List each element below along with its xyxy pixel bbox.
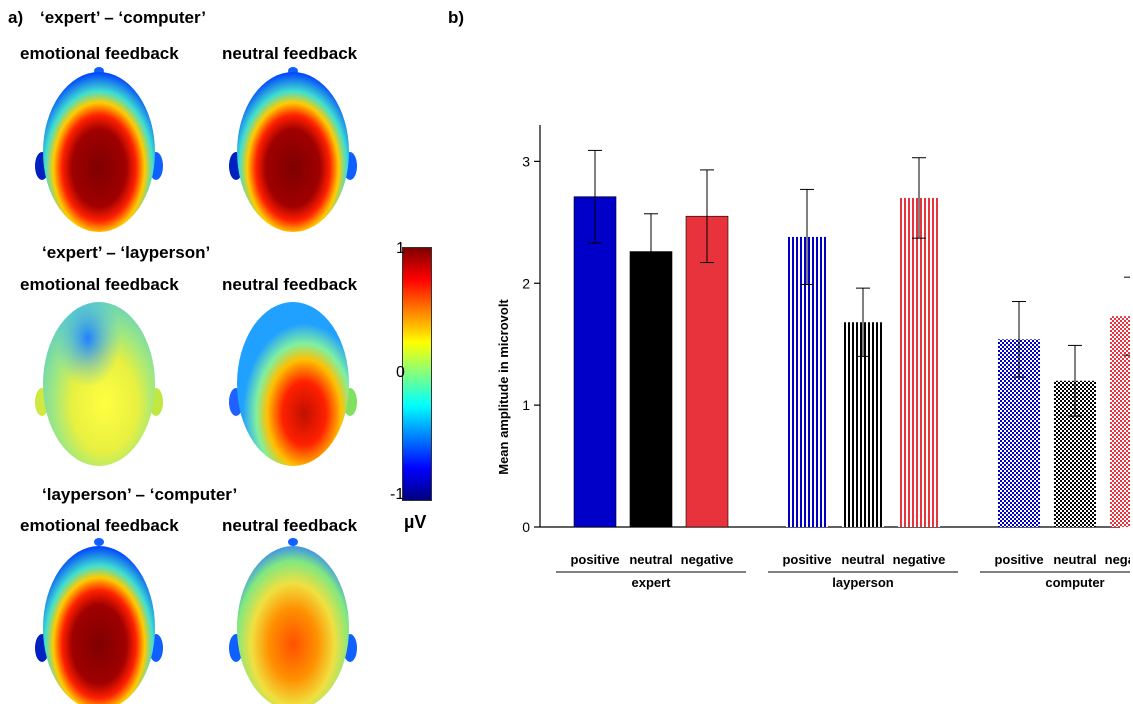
topomap-layperson-computer-emotional (35, 538, 163, 704)
x-tick-label: neutral (1053, 552, 1096, 567)
x-tick-label: positive (570, 552, 619, 567)
panel-a-letter: a) (8, 8, 24, 27)
row2-left-label: emotional feedback (20, 275, 179, 294)
y-axis-label: Mean amplitude in microvolt (496, 299, 511, 475)
group-label: computer (1045, 575, 1104, 590)
group-label: layperson (832, 575, 893, 590)
bar-chart: 0 1 2 3 Mean amplitude in microvolt positive n… (496, 125, 1130, 590)
topomap-expert-computer-neutral (229, 67, 357, 232)
bar-expert-negative (685, 215, 729, 528)
y-tick-label: 1 (522, 397, 530, 413)
bar-expert-positive (573, 196, 617, 528)
y-tick-label: 0 (522, 519, 530, 535)
topomap-expert-layperson-neutral (229, 302, 357, 466)
group-label: expert (631, 575, 671, 590)
bar-layperson-negative (898, 197, 940, 527)
topomap-expert-computer-emotional (35, 67, 163, 232)
row2-right-label: neutral feedback (222, 275, 358, 294)
colorbar-mid-label: 0 (396, 364, 405, 381)
x-tick-label: positive (782, 552, 831, 567)
x-tick-label: neutral (841, 552, 884, 567)
colorbar-unit: µV (404, 512, 427, 532)
x-tick-label: negative (1105, 552, 1130, 567)
colorbar (402, 247, 432, 501)
y-tick-label: 2 (522, 275, 530, 291)
x-tick-label: neutral (629, 552, 672, 567)
bar-expert-neutral (629, 251, 673, 528)
row3-left-label: emotional feedback (20, 516, 179, 535)
row2-title: ‘expert’ – ‘layperson’ (42, 243, 211, 262)
topomap-expert-layperson-emotional (35, 302, 163, 466)
x-tick-label: negative (681, 552, 734, 567)
x-tick-label: positive (994, 552, 1043, 567)
panel-b-letter: b) (448, 8, 465, 27)
row1-left-label: emotional feedback (20, 44, 179, 63)
bar-computer-negative (1110, 316, 1130, 527)
x-tick-label: negative (893, 552, 946, 567)
colorbar-min-label: -1 (390, 486, 405, 503)
bar-layperson-positive (786, 236, 828, 527)
colorbar-max-label: 1 (396, 240, 405, 257)
row1-title: ‘expert’ – ‘computer’ (40, 8, 206, 27)
row3-right-label: neutral feedback (222, 516, 358, 535)
row3-title: ‘layperson’ – ‘computer’ (42, 485, 238, 504)
row1-right-label: neutral feedback (222, 44, 358, 63)
y-tick-label: 3 (522, 153, 530, 169)
topomap-layperson-computer-neutral (229, 538, 357, 704)
